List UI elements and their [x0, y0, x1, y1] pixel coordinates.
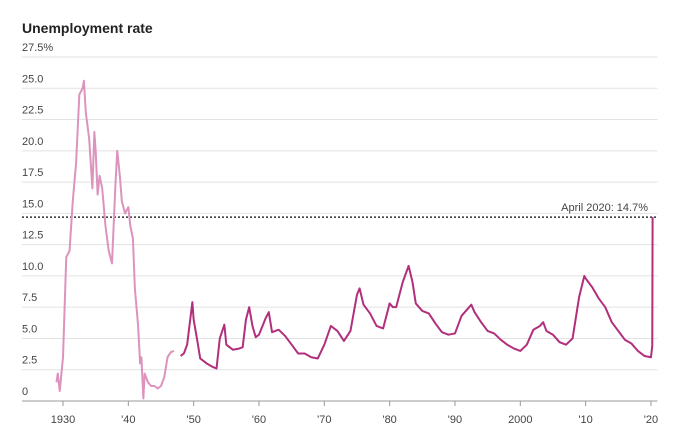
- x-tick-label: '70: [317, 414, 331, 426]
- line: [179, 217, 654, 370]
- x-tick-label: '50: [186, 414, 200, 426]
- x-tick-label: '90: [448, 414, 462, 426]
- y-tick-label: 20.0: [22, 136, 43, 148]
- x-tick-label: 1930: [51, 414, 75, 426]
- y-tick-label: 10.0: [22, 261, 43, 273]
- x-tick-label: '10: [578, 414, 592, 426]
- x-tick-label: '60: [252, 414, 266, 426]
- y-tick-label: 5.0: [22, 323, 37, 335]
- y-tick-label: 17.5: [22, 167, 43, 179]
- x-tick-label: '80: [382, 414, 396, 426]
- y-tick-label: 7.5: [22, 292, 37, 304]
- y-tick-label: 2.5: [22, 355, 37, 367]
- annotation: April 2020: 14.7%: [561, 202, 648, 214]
- x-tick-label: 2000: [508, 414, 532, 426]
- y-tick-label: 12.5: [22, 230, 43, 242]
- x-tick-label: '40: [121, 414, 135, 426]
- line: [55, 79, 175, 400]
- y-tick-label: 25.0: [22, 73, 43, 85]
- y-tick-label: 27.5%: [22, 42, 53, 54]
- y-tick-label: 0: [22, 386, 28, 398]
- x-tick-label: '20: [644, 414, 658, 426]
- y-tick-label: 22.5: [22, 105, 43, 117]
- chart-title: Unemployment rate: [22, 20, 153, 36]
- y-tick-label: 15.0: [22, 198, 43, 210]
